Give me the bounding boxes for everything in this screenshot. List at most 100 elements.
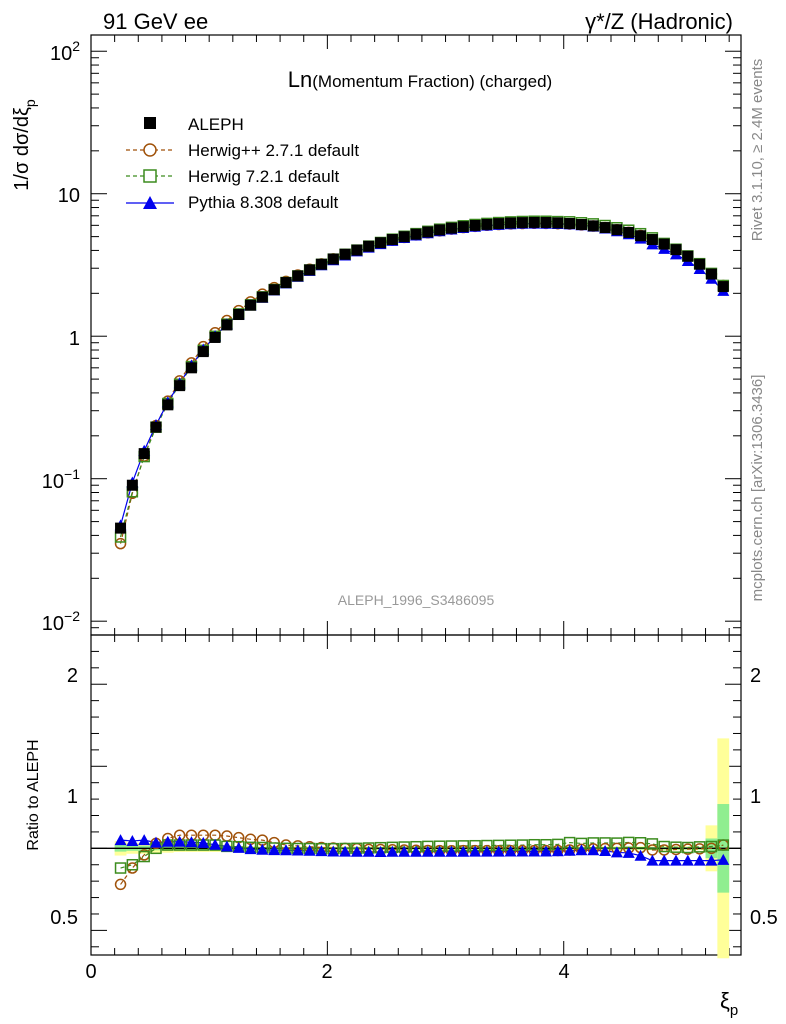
- analysis-watermark: ALEPH_1996_S3486095: [338, 592, 495, 608]
- ratio-point-pythia-8-308-default: [197, 836, 210, 848]
- main-point-aleph: [197, 346, 209, 358]
- main-point-aleph: [670, 244, 682, 256]
- main-ytick-label-0.01: 10−2: [42, 608, 80, 635]
- main-point-aleph: [705, 268, 717, 280]
- main-point-aleph: [505, 217, 517, 229]
- main-point-aleph: [434, 224, 446, 236]
- legend-label-aleph: ALEPH: [188, 115, 244, 134]
- ratio-point-herwig-7-2-1-default: [705, 840, 718, 853]
- header-energy: 91 GeV ee: [103, 9, 208, 34]
- legend: ALEPH Herwig++ 2.7.1 default Herwig 7.2.…: [126, 115, 359, 212]
- main-point-aleph: [221, 319, 233, 331]
- main-point-aleph: [528, 216, 540, 228]
- ratio-point-herwig-7-2-1-default: [126, 858, 139, 871]
- ratio-point-pythia-8-308-default: [220, 840, 233, 852]
- main-point-aleph: [304, 264, 316, 276]
- ratio-point-pythia-8-308-default: [362, 845, 375, 857]
- ratio-ytick-label-2: 2: [67, 665, 78, 687]
- main-point-aleph: [138, 448, 150, 460]
- ratio-point-herwig-7-2-1-default: [658, 840, 670, 853]
- ratio-point-herwig-7-2-1-default: [670, 841, 682, 853]
- main-ytick-label-0.1: 10−1: [42, 466, 80, 493]
- main-point-aleph: [516, 217, 528, 229]
- ratio-point-pythia-8-308-default: [280, 844, 292, 856]
- ratio-point-pythia-8-308-default: [705, 854, 718, 866]
- main-point-aleph: [540, 217, 552, 229]
- legend-marker-herwig7: [143, 169, 157, 183]
- ratio-point-herwig-2-7-1-default: [126, 862, 139, 874]
- legend-label-pythia: Pythia 8.308 default: [188, 193, 339, 212]
- ratio-point-pythia-8-308-default: [114, 834, 127, 846]
- ratio-point-pythia-8-308-default: [634, 849, 647, 861]
- mcplots-label: mcplots.cern.ch [arXiv:1306.3436]: [749, 375, 766, 602]
- ratio-point-pythia-8-308-default: [303, 844, 316, 856]
- main-y-axis-label: 1/σ dσ/dξp: [11, 99, 38, 191]
- ratio-point-pythia-8-308-default: [161, 835, 174, 847]
- main-point-aleph: [481, 218, 493, 230]
- ratio-point-pythia-8-308-default: [670, 854, 682, 866]
- main-point-aleph: [315, 258, 327, 270]
- main-point-aleph: [185, 362, 197, 374]
- rivet-label: Rivet 3.1.10, ≥ 2.4M events: [749, 59, 766, 242]
- main-point-aleph: [245, 299, 257, 311]
- main-point-aleph: [386, 234, 398, 246]
- main-line-herwig-7-2-1-default: [119, 220, 724, 538]
- ratio-line-herwig-2-7-1-default: [120, 834, 724, 885]
- ratio-panel-frame: [90, 634, 742, 956]
- ratio-point-herwig-2-7-1-default: [114, 878, 127, 891]
- header-process: γ*/Z (Hadronic): [585, 9, 733, 34]
- main-point-aleph: [564, 218, 576, 230]
- ratio-point-pythia-8-308-default: [599, 844, 612, 856]
- main-point-aleph: [623, 226, 635, 238]
- legend-marker-pythia: [143, 196, 157, 209]
- main-point-aleph: [174, 380, 186, 392]
- main-point-herwig-2-7-1-default: [114, 537, 127, 550]
- ratio-point-pythia-8-308-default: [658, 854, 671, 866]
- main-point-aleph: [268, 284, 280, 296]
- main-point-aleph: [646, 234, 658, 246]
- legend-label-herwig7: Herwig 7.2.1 default: [188, 167, 339, 186]
- legend-marker-aleph: [144, 117, 156, 129]
- ratio-point-pythia-8-308-default: [421, 845, 434, 857]
- ratio-point-pythia-8-308-default: [232, 841, 245, 853]
- main-point-aleph: [292, 270, 304, 282]
- main-point-aleph: [327, 253, 339, 265]
- ratio-point-pythia-8-308-default: [209, 838, 222, 850]
- main-point-aleph: [694, 258, 706, 270]
- main-ytick-label-100: 102: [50, 38, 80, 65]
- plot-title-ln: Ln: [288, 67, 312, 92]
- main-point-aleph: [363, 240, 375, 252]
- main-series-markers: [114, 215, 730, 550]
- main-point-aleph: [339, 248, 351, 260]
- ratio-point-pythia-8-308-default: [551, 845, 564, 857]
- main-point-aleph: [351, 244, 363, 256]
- plot-title-rest: (Momentum Fraction) (charged): [312, 72, 552, 91]
- main-point-aleph: [233, 309, 245, 321]
- main-point-aleph: [469, 219, 481, 231]
- ratio-point-pythia-8-308-default: [173, 835, 186, 847]
- ratio-point-herwig-7-2-1-default: [682, 841, 694, 854]
- ratio-point-pythia-8-308-default: [445, 845, 458, 857]
- ratio-point-pythia-8-308-default: [126, 834, 139, 846]
- main-ytick-label-10: 10: [58, 185, 80, 207]
- main-point-aleph: [493, 218, 505, 230]
- main-point-aleph: [599, 222, 611, 234]
- ratio-point-pythia-8-308-default: [540, 845, 552, 857]
- main-point-aleph: [717, 281, 729, 293]
- ratio-point-pythia-8-308-default: [681, 854, 694, 866]
- ratio-point-pythia-8-308-default: [410, 845, 422, 857]
- main-point-aleph: [280, 277, 292, 289]
- xtick-label-2: 2: [321, 961, 332, 983]
- ratio-series-markers: [114, 829, 730, 891]
- ratio-point-pythia-8-308-default: [717, 853, 730, 865]
- ratio-series-lines: [120, 834, 724, 885]
- ratio-point-pythia-8-308-default: [150, 836, 162, 848]
- ratio-point-pythia-8-308-default: [528, 845, 541, 857]
- ratio-ytick-label-0.5-right: 0.5: [750, 907, 778, 929]
- ratio-ytick-label-1-right: 1: [750, 786, 761, 808]
- main-point-aleph: [658, 238, 670, 250]
- ratio-ytick-label-2-right: 2: [750, 665, 761, 687]
- ratio-point-pythia-8-308-default: [315, 845, 328, 857]
- ratio-ytick-label-1: 1: [67, 786, 78, 808]
